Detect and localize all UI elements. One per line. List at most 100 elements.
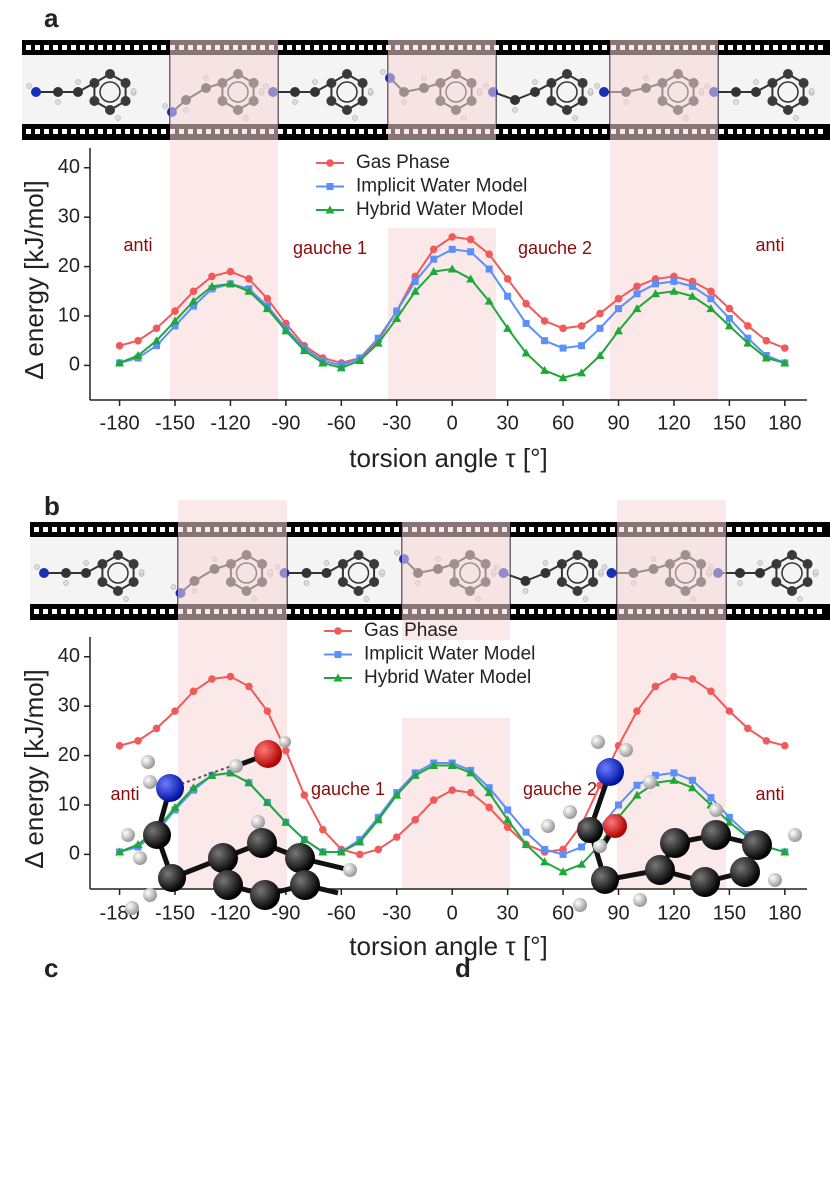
atom-c xyxy=(326,96,337,106)
atom xyxy=(643,775,657,789)
perforation xyxy=(574,609,579,614)
atom-c xyxy=(562,69,572,79)
atom-c xyxy=(128,577,139,587)
perforation xyxy=(754,527,759,532)
perforation xyxy=(44,45,49,50)
x-tick-label: 180 xyxy=(768,902,801,924)
perforation xyxy=(394,609,399,614)
atom-n xyxy=(31,87,41,97)
atom-c xyxy=(97,577,108,587)
perforation xyxy=(350,129,355,134)
perforation xyxy=(593,129,598,134)
x-tick-label: 0 xyxy=(447,902,458,924)
legend-marker xyxy=(326,159,334,167)
ring-center xyxy=(781,562,803,584)
atom-c xyxy=(731,87,741,97)
perforation xyxy=(133,527,138,532)
point xyxy=(670,277,678,285)
atom-h xyxy=(532,79,538,85)
point xyxy=(300,791,309,799)
perforation xyxy=(575,129,580,134)
perforation xyxy=(377,129,382,134)
atom-c xyxy=(751,87,761,97)
perforation xyxy=(322,609,327,614)
annotation: gauche 1 xyxy=(293,238,367,258)
x-tick-label: 60 xyxy=(552,902,574,924)
point xyxy=(225,279,235,288)
x-tick-label: -120 xyxy=(210,902,250,924)
point xyxy=(781,344,789,352)
atom-c xyxy=(113,586,123,596)
perforation xyxy=(151,609,156,614)
point xyxy=(411,816,420,824)
perforation xyxy=(160,527,165,532)
perforation xyxy=(349,609,354,614)
perforation xyxy=(323,45,328,50)
point xyxy=(448,786,456,794)
perforation xyxy=(278,45,283,50)
x-tick-label: -150 xyxy=(155,412,195,434)
perforation xyxy=(358,527,363,532)
perforation xyxy=(575,45,580,50)
x-axis-title: torsion angle τ [°] xyxy=(349,443,547,473)
perforation xyxy=(565,527,570,532)
atom-c xyxy=(113,550,123,560)
point xyxy=(484,296,494,305)
atom-c xyxy=(572,586,583,596)
point xyxy=(336,847,346,856)
atom-c xyxy=(369,559,380,569)
atom xyxy=(143,775,157,789)
point xyxy=(115,358,125,367)
atom-h xyxy=(292,99,298,105)
perforation xyxy=(313,609,318,614)
perforation xyxy=(538,609,543,614)
point xyxy=(706,304,716,313)
ring-center xyxy=(566,562,589,584)
atom xyxy=(208,843,238,873)
atom-n xyxy=(606,568,617,578)
atom xyxy=(591,735,605,749)
perforation xyxy=(52,527,57,532)
atom-h xyxy=(601,564,608,570)
perforation xyxy=(115,527,120,532)
legend-marker xyxy=(325,205,335,214)
perforation xyxy=(296,129,301,134)
atom-c xyxy=(357,96,368,106)
point xyxy=(633,282,641,291)
perforation xyxy=(89,129,94,134)
point xyxy=(171,307,179,315)
point xyxy=(393,307,401,315)
atom-c xyxy=(128,559,139,569)
perforation xyxy=(511,609,516,614)
x-tick-label: 30 xyxy=(497,412,519,434)
perforation xyxy=(512,129,517,134)
perforation xyxy=(295,527,300,532)
x-tick-label: -60 xyxy=(327,412,356,434)
atom-h xyxy=(352,115,358,121)
point xyxy=(707,794,715,802)
point xyxy=(447,264,457,273)
point xyxy=(577,368,587,377)
perforation xyxy=(799,609,804,614)
perforation xyxy=(584,45,589,50)
perforation xyxy=(782,45,787,50)
point xyxy=(225,768,235,777)
perforation xyxy=(97,609,102,614)
x-tick-label: -120 xyxy=(210,412,250,434)
point xyxy=(281,817,291,826)
perforation xyxy=(818,129,823,134)
perforation xyxy=(350,45,355,50)
atom xyxy=(290,870,320,900)
atom-c xyxy=(588,577,599,587)
perforation xyxy=(556,609,561,614)
atom-c xyxy=(369,577,380,587)
atom-c xyxy=(105,105,115,115)
atom xyxy=(343,863,357,877)
y-tick-label: 20 xyxy=(58,255,80,277)
panel-label: b xyxy=(44,491,60,521)
annotation: gauche 1 xyxy=(311,779,385,799)
atom xyxy=(633,893,647,907)
perforation xyxy=(304,527,309,532)
point xyxy=(189,302,197,310)
perforation xyxy=(809,45,814,50)
